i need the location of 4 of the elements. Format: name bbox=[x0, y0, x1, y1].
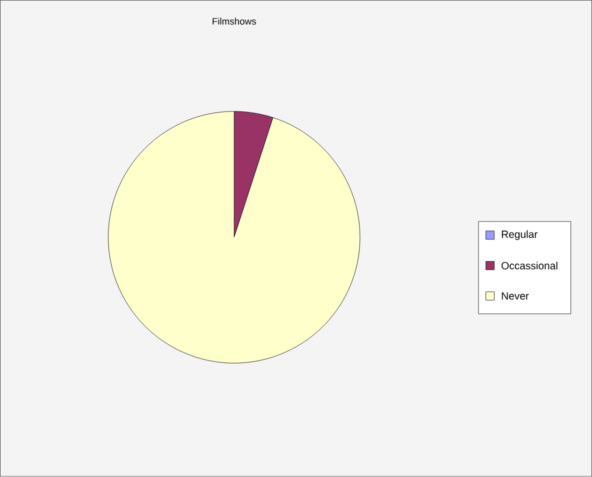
legend-label: Occassional bbox=[502, 262, 558, 270]
legend-label: Regular bbox=[502, 230, 538, 240]
chart-title: Filmshows bbox=[212, 18, 256, 25]
legend-label: Never bbox=[502, 292, 529, 300]
